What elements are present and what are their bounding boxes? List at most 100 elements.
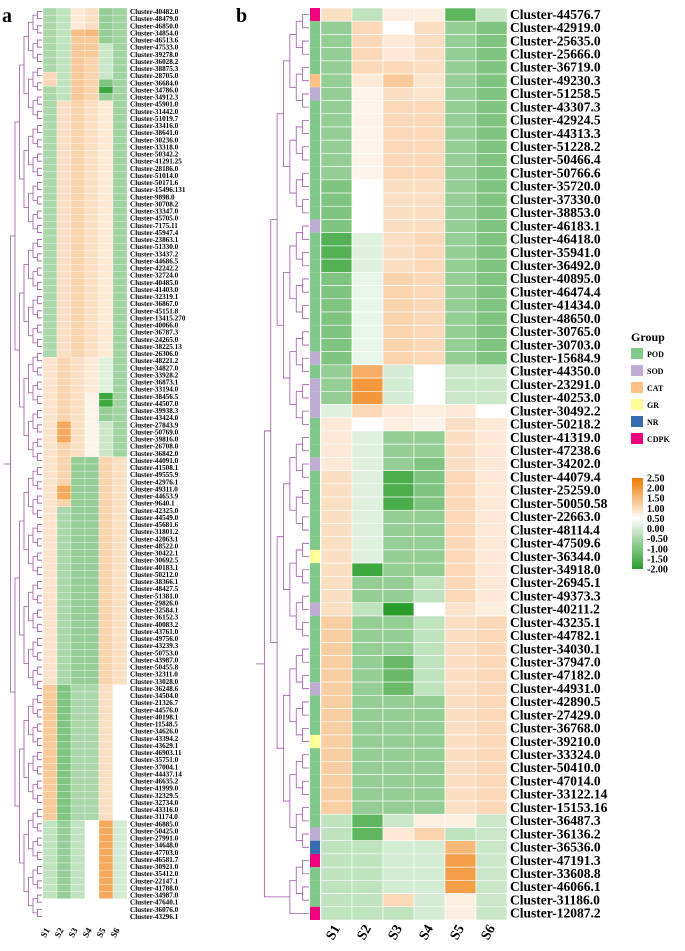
legend-swatch (631, 433, 643, 444)
heatmap-cell (98, 271, 114, 279)
heatmap-cell (320, 509, 353, 524)
row-label: Cluster-40253.0 (510, 390, 601, 405)
heatmap-cell (444, 853, 477, 868)
group-annotation-cell (310, 100, 320, 114)
row-label: Cluster-43316.0 (130, 806, 179, 814)
heatmap-cell (98, 406, 114, 415)
heatmap-cell (413, 351, 446, 366)
heatmap-cell (444, 708, 477, 723)
heatmap-cell (70, 527, 86, 536)
heatmap-cell (56, 812, 72, 821)
heatmap-cell (444, 430, 477, 445)
scale-tick-label: 0.50 (647, 514, 665, 525)
dendrogram-branch (19, 292, 24, 408)
heatmap-cell (320, 100, 353, 115)
heatmap-cell (42, 841, 58, 849)
heatmap-cell (70, 884, 86, 892)
heatmap-cell (70, 193, 86, 201)
group-annotation-cell (310, 549, 320, 564)
row-label: Cluster-32734.0 (130, 799, 179, 807)
heatmap-cell (351, 100, 384, 115)
row-label: Cluster-36719.0 (510, 60, 601, 75)
dendrogram-branch (37, 110, 42, 119)
heatmap-cell (42, 855, 58, 864)
heatmap-cell (320, 523, 353, 537)
group-annotation-cell (310, 563, 320, 577)
heatmap-cell (444, 827, 477, 841)
heatmap-cell (70, 428, 86, 436)
heatmap-cell (351, 20, 384, 35)
heatmap-cell (84, 150, 100, 158)
heatmap-cell (98, 242, 114, 251)
heatmap-cell (351, 602, 384, 617)
heatmap-cell (98, 791, 114, 800)
row-label: Cluster-49230.3 (510, 73, 601, 88)
legend-swatch (631, 382, 643, 393)
heatmap-cell (42, 43, 58, 51)
heatmap-cell (382, 272, 415, 286)
heatmap-cell (84, 763, 100, 771)
row-label: Cluster-35412.0 (130, 870, 179, 878)
heatmap-cell (444, 404, 477, 419)
row-label: Cluster-22147.1 (130, 877, 179, 885)
row-label: Cluster-45151.8 (130, 307, 179, 315)
heatmap-cell (112, 513, 128, 522)
heatmap-cell (84, 812, 100, 821)
dendrogram-branch (37, 267, 42, 276)
heatmap-cell (413, 668, 446, 683)
heatmap-cell (84, 677, 100, 686)
heatmap-cell (98, 29, 114, 37)
heatmap-cell (56, 200, 72, 208)
group-annotation-cell (310, 695, 320, 709)
heatmap-cell (56, 855, 72, 864)
group-annotation-cell (310, 47, 320, 61)
dendrogram-branch (37, 452, 42, 461)
group-annotation-cell (310, 219, 320, 233)
heatmap-cell (444, 668, 477, 683)
heatmap-cell (56, 456, 72, 465)
row-label: Cluster-33437.2 (130, 250, 179, 258)
heatmap-cell (70, 634, 86, 643)
row-label: Cluster-30236.0 (130, 136, 179, 144)
heatmap-cell (56, 798, 72, 807)
heatmap-cell (444, 562, 477, 577)
group-annotation-cell (310, 417, 320, 431)
heatmap-cell (42, 257, 58, 265)
heatmap-cell (413, 708, 446, 723)
heatmap-cell (42, 734, 58, 743)
heatmap-cell (56, 128, 72, 137)
legend-label: POD (647, 350, 664, 359)
heatmap-cell (70, 271, 86, 279)
heatmap-cell (70, 399, 86, 408)
dendrogram-branch (295, 496, 303, 524)
row-label: Cluster-45947.4 (130, 229, 179, 237)
heatmap-cell (42, 869, 58, 878)
row-label: Cluster-51330.0 (130, 243, 179, 251)
heatmap-cell (98, 114, 114, 123)
heatmap-cell (98, 171, 114, 180)
dendrogram-branch (28, 762, 33, 793)
heatmap-cell (382, 245, 415, 260)
group-annotation-cell (310, 814, 320, 828)
heatmap-cell (70, 535, 86, 543)
heatmap-cell (84, 36, 100, 44)
row-label: Cluster-32584.1 (130, 607, 179, 615)
heatmap-cell (112, 364, 128, 372)
row-label: Cluster-25259.0 (510, 483, 601, 498)
group-annotation-cell (310, 470, 320, 484)
heatmap-cell (444, 787, 477, 802)
heatmap-cell (444, 457, 477, 471)
heatmap-cell (84, 777, 100, 785)
row-label: Cluster-46903.11 (130, 749, 182, 757)
heatmap-cell (98, 663, 114, 671)
heatmap-cell (42, 706, 58, 714)
heatmap-cell (351, 827, 384, 841)
heatmap-cell (382, 774, 415, 789)
heatmap-cell (42, 485, 58, 493)
heatmap-cell (320, 827, 353, 841)
row-label: Cluster-31186.0 (510, 892, 600, 907)
heatmap-cell (382, 483, 415, 498)
row-label: Cluster-26708.0 (130, 443, 179, 451)
dendrogram-branch (283, 483, 290, 590)
heatmap-cell (84, 406, 100, 415)
